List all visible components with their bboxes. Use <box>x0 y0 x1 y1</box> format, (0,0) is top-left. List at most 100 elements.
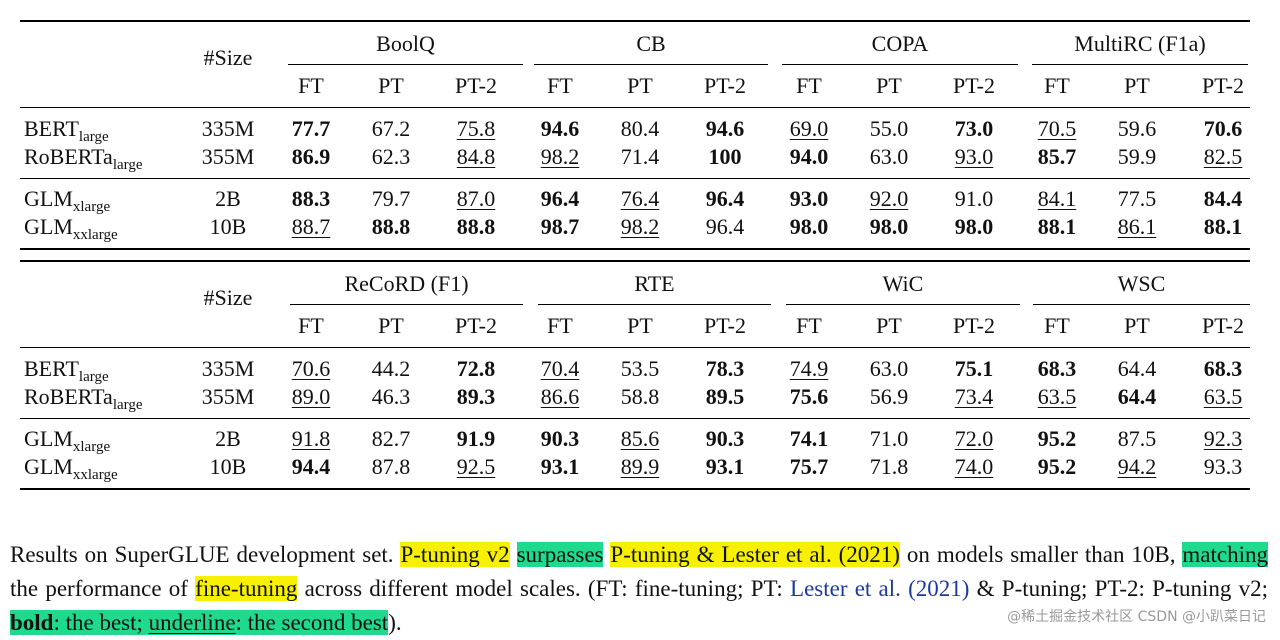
sub-header: FT <box>298 73 324 98</box>
score-cell: 88.8 <box>371 214 411 239</box>
score-cell: 75.8 <box>456 116 496 141</box>
score-cell: 89.3 <box>456 384 496 409</box>
score-cell: 98.0 <box>954 214 994 239</box>
sub-header: FT <box>298 313 324 338</box>
sub-header: PT <box>1124 313 1150 338</box>
model-name: RoBERTalarge <box>24 144 143 173</box>
score-cell: 95.2 <box>1037 426 1077 451</box>
score-cell: 58.8 <box>620 384 660 409</box>
score-cell: 73.0 <box>954 116 994 141</box>
group-header: BoolQ <box>376 31 435 56</box>
score-cell: 98.2 <box>620 214 660 239</box>
score-cell: 85.7 <box>1037 144 1077 169</box>
caption-text-1: Results on SuperGLUE development set. <box>10 542 401 567</box>
score-cell: 59.9 <box>1117 144 1157 169</box>
table-caption: Results on SuperGLUE development set. P-… <box>10 542 1269 635</box>
score-cell: 72.0 <box>954 426 994 451</box>
score-cell: 79.7 <box>371 186 411 211</box>
model-name: GLMxxlarge <box>24 454 118 483</box>
group-header: MultiRC (F1a) <box>1074 31 1206 56</box>
score-cell: 90.3 <box>705 426 745 451</box>
score-cell: 88.7 <box>291 214 331 239</box>
header-rule <box>20 107 1250 108</box>
score-cell: 75.7 <box>789 454 829 479</box>
model-size: 10B <box>209 454 247 479</box>
model-size: 335M <box>201 356 255 381</box>
model-size: 355M <box>201 384 255 409</box>
sub-header: PT-2 <box>704 313 746 338</box>
citation-link[interactable]: Lester et al. (2021) <box>790 576 970 601</box>
group-underline <box>290 304 523 305</box>
group-header: WSC <box>1117 271 1166 296</box>
score-cell: 92.5 <box>456 454 496 479</box>
score-cell: 98.7 <box>540 214 580 239</box>
model-size: 2B <box>215 426 241 451</box>
score-cell: 95.2 <box>1037 454 1077 479</box>
sub-header: PT-2 <box>953 73 995 98</box>
model-name: GLMxlarge <box>24 186 111 215</box>
score-cell: 74.9 <box>789 356 829 381</box>
score-cell: 94.6 <box>540 116 580 141</box>
sub-header: PT <box>378 313 404 338</box>
score-cell: 67.2 <box>371 116 411 141</box>
score-cell: 94.0 <box>789 144 829 169</box>
results-table-2: ReCoRD (F1) RTE WiC WSC #Size FT PT PT-2 FT PT PT-… <box>20 260 1250 490</box>
score-cell: 100 <box>708 144 742 169</box>
sub-header: PT <box>876 73 902 98</box>
score-cell: 96.4 <box>705 186 745 211</box>
model-name: BERTlarge <box>24 356 109 385</box>
score-cell: 77.5 <box>1117 186 1157 211</box>
score-cell: 86.6 <box>540 384 580 409</box>
score-cell: 94.6 <box>705 116 745 141</box>
score-cell: 89.5 <box>705 384 745 409</box>
score-cell: 84.1 <box>1037 186 1077 211</box>
score-cell: 71.8 <box>869 454 909 479</box>
score-cell: 64.4 <box>1117 384 1157 409</box>
sub-header: PT-2 <box>455 313 497 338</box>
score-cell: 84.4 <box>1203 186 1243 211</box>
group-underline <box>1032 64 1248 65</box>
score-cell: 71.4 <box>620 144 660 169</box>
score-cell: 59.6 <box>1117 116 1157 141</box>
model-name: BERTlarge <box>24 116 109 145</box>
sub-header: PT <box>876 313 902 338</box>
score-cell: 68.3 <box>1037 356 1077 381</box>
score-cell: 82.5 <box>1203 144 1243 169</box>
score-cell: 69.0 <box>789 116 829 141</box>
score-cell: 85.6 <box>620 426 660 451</box>
sub-header: PT <box>627 73 653 98</box>
score-cell: 70.4 <box>540 356 580 381</box>
top-rule <box>20 260 1250 262</box>
score-cell: 98.0 <box>789 214 829 239</box>
score-cell: 82.7 <box>371 426 411 451</box>
score-cell: 63.5 <box>1203 384 1243 409</box>
score-cell: 73.4 <box>954 384 994 409</box>
score-cell: 94.2 <box>1117 454 1157 479</box>
score-cell: 70.6 <box>1203 116 1243 141</box>
score-cell: 92.3 <box>1203 426 1243 451</box>
score-cell: 53.5 <box>620 356 660 381</box>
sub-header: PT <box>627 313 653 338</box>
model-size: 355M <box>201 144 255 169</box>
highlight-ptuning-v2: P-tuning v2 <box>400 542 510 567</box>
sub-header: PT-2 <box>704 73 746 98</box>
sub-header: FT <box>547 73 573 98</box>
watermark: @稀土掘金技术社区 CSDN @小趴菜日记 <box>1007 609 1266 625</box>
score-cell: 46.3 <box>371 384 411 409</box>
score-cell: 87.0 <box>456 186 496 211</box>
score-cell: 90.3 <box>540 426 580 451</box>
score-cell: 72.8 <box>456 356 496 381</box>
group-header: ReCoRD (F1) <box>344 271 469 296</box>
group-underline <box>538 304 771 305</box>
score-cell: 63.0 <box>869 144 909 169</box>
results-table-1: BoolQ CB COPA MultiRC (F1a) #Size FT PT PT-2 FT P… <box>20 20 1250 250</box>
score-cell: 93.1 <box>540 454 580 479</box>
score-cell: 96.4 <box>540 186 580 211</box>
sub-header: PT-2 <box>1202 73 1244 98</box>
group-rule <box>20 418 1250 419</box>
sub-header: FT <box>1044 73 1070 98</box>
sub-header: FT <box>796 73 822 98</box>
score-cell: 80.4 <box>620 116 660 141</box>
score-cell: 78.3 <box>705 356 745 381</box>
top-rule <box>20 20 1250 22</box>
